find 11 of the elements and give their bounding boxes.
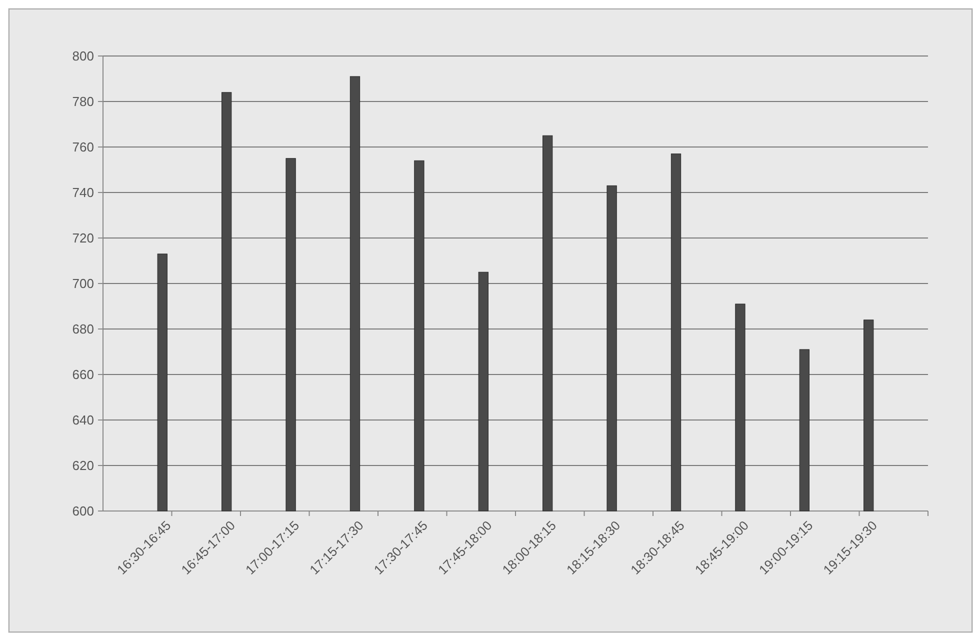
- y-tick-label: 680: [72, 322, 94, 337]
- y-tick-label: 660: [72, 367, 94, 382]
- y-tick-label: 640: [72, 412, 94, 428]
- y-tick-label: 780: [72, 94, 94, 110]
- y-tick-label: 740: [72, 185, 94, 200]
- y-tick-label: 600: [72, 504, 94, 519]
- y-tick-label: 720: [72, 230, 94, 246]
- y-tick-label: 760: [72, 140, 94, 155]
- y-tick-label: 620: [72, 458, 94, 474]
- y-tick-label: 800: [72, 48, 94, 64]
- y-tick-label: 700: [72, 276, 94, 292]
